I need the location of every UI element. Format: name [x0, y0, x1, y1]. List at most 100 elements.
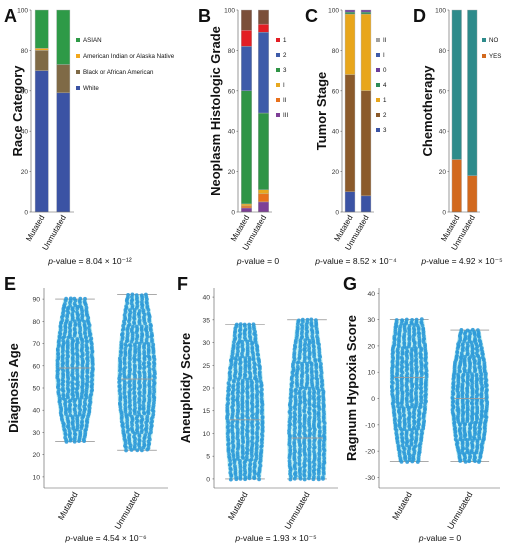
data-point-G-0-51-2	[399, 355, 404, 360]
legend-label-D-1: YES	[489, 53, 501, 60]
data-point-F-1-55-0	[292, 350, 297, 355]
data-point-G-1-12-0	[453, 437, 458, 442]
data-point-E-1-45-1	[123, 346, 128, 351]
data-point-F-1-7-1	[293, 461, 298, 465]
data-point-F-1-36-2	[298, 394, 302, 399]
data-point-E-0-67-2	[72, 301, 77, 306]
data-point-E-1-26-3	[132, 390, 137, 394]
data-point-G-1-48-1	[457, 368, 462, 373]
panel-letter-D: D	[413, 6, 426, 26]
data-point-G-1-34-0	[450, 395, 455, 400]
data-point-F-1-39-7	[320, 387, 325, 392]
data-point-G-0-51-0	[390, 354, 395, 359]
data-point-E-1-49-5	[144, 337, 149, 342]
data-point-F-1-15-5	[312, 442, 316, 447]
data-point-E-1-45-6	[146, 347, 151, 352]
data-point-F-1-54-5	[317, 353, 322, 358]
data-point-G-0-39-0	[390, 380, 394, 384]
data-point-E-1-35-5	[142, 370, 147, 374]
data-point-E-1-31-7	[151, 378, 156, 383]
data-point-G-0-32-6	[419, 394, 423, 399]
data-point-E-1-20-5	[141, 403, 146, 408]
data-point-E-1-62-1	[127, 308, 132, 312]
data-point-E-1-39-5	[142, 361, 147, 365]
data-point-E-1-47-2	[127, 343, 132, 347]
data-point-E-0-36-7	[90, 365, 95, 370]
data-point-F-0-59-1	[236, 344, 241, 349]
data-point-G-0-21-0	[393, 416, 397, 421]
data-point-F-1-50-2	[300, 361, 304, 366]
data-point-G-1-6-3	[469, 448, 474, 453]
data-point-F-1-13-7	[321, 446, 326, 451]
bar-segment-D-0-1	[451, 9, 462, 160]
data-point-F-0-59-3	[245, 345, 250, 350]
data-point-E-0-18-3	[73, 403, 77, 407]
data-point-F-0-7-5	[252, 461, 257, 466]
data-point-F-1-50-6	[319, 362, 323, 366]
data-point-F-1-11-7	[322, 451, 326, 456]
data-point-G-1-13-1	[458, 435, 463, 440]
legend-label-B-5: III	[283, 112, 288, 119]
data-point-E-1-24-0	[118, 394, 123, 399]
y-axis-label-B: Neoplasm Histologic Grade	[208, 26, 223, 196]
data-point-E-0-66-3	[78, 303, 82, 308]
data-point-F-1-43-1	[295, 378, 299, 382]
data-point-G-0-69-1	[400, 318, 404, 323]
data-point-F-0-19-1	[231, 434, 235, 439]
data-point-G-1-56-0	[455, 353, 459, 358]
data-point-F-1-56-4	[312, 348, 316, 352]
data-point-F-1-1-5	[312, 475, 316, 479]
data-point-E-1-33-5	[142, 374, 147, 379]
legend-label-C-1: I	[383, 52, 385, 59]
data-point-E-1-16-1	[124, 412, 129, 417]
data-point-F-0-59-4	[250, 345, 255, 350]
data-point-E-1-0-3	[140, 448, 144, 453]
data-point-E-0-65-5	[84, 305, 89, 310]
data-point-F-0-21-3	[240, 430, 245, 434]
data-point-F-1-66-0	[295, 325, 300, 329]
data-point-G-0-24-3	[407, 411, 412, 415]
y-tick-label-B-4: 80	[228, 48, 236, 55]
data-point-G-1-58-0	[455, 349, 460, 354]
data-point-G-0-54-2	[400, 349, 405, 354]
data-point-G-0-53-4	[409, 351, 414, 356]
bar-segment-C-0-3	[344, 11, 356, 15]
data-point-G-1-14-0	[453, 433, 458, 438]
data-point-F-0-2-4	[247, 472, 252, 477]
data-point-E-1-18-6	[146, 408, 151, 413]
data-point-F-0-48-6	[257, 370, 262, 374]
data-point-F-1-0-0	[288, 477, 293, 482]
data-point-E-1-31-2	[128, 379, 132, 383]
x-tick-label-G-0: Mutated	[390, 490, 414, 522]
data-point-F-1-20-3	[302, 431, 306, 436]
legend-swatch-C-0	[376, 38, 380, 42]
data-point-F-0-69-3	[247, 322, 252, 327]
data-point-E-1-62-3	[137, 309, 142, 313]
y-tick-label-B-0: 0	[231, 210, 235, 217]
data-point-G-0-63-5	[416, 330, 421, 335]
data-point-F-1-38-2	[297, 389, 302, 394]
data-point-G-0-68-5	[419, 320, 424, 324]
data-point-E-1-35-4	[137, 370, 142, 374]
data-point-E-1-7-1	[127, 433, 132, 437]
data-point-F-1-22-4	[308, 427, 312, 431]
data-point-G-0-22-1	[398, 414, 402, 419]
data-point-F-1-45-3	[305, 373, 310, 378]
data-point-G-0-69-4	[414, 317, 419, 322]
bar-segment-B-0-3	[241, 90, 252, 205]
data-point-F-1-17-6	[318, 438, 322, 442]
data-point-G-1-55-6	[480, 355, 485, 360]
y-tick-label-B-3: 60	[228, 88, 236, 95]
data-point-E-1-58-3	[137, 318, 142, 323]
y-tick-label-E-5: 60	[32, 363, 40, 370]
data-point-E-1-17-2	[128, 410, 133, 415]
data-point-F-1-42-5	[315, 380, 320, 384]
data-point-F-0-29-3	[240, 412, 245, 417]
y-axis-label-F: Aneuploidy Score	[178, 333, 193, 444]
data-point-G-1-55-2	[463, 355, 467, 359]
data-point-G-1-69-3	[476, 328, 480, 333]
y-tick-label-A-2: 40	[21, 129, 29, 136]
data-point-F-0-63-4	[253, 336, 258, 341]
data-point-E-1-51-3	[135, 333, 140, 338]
